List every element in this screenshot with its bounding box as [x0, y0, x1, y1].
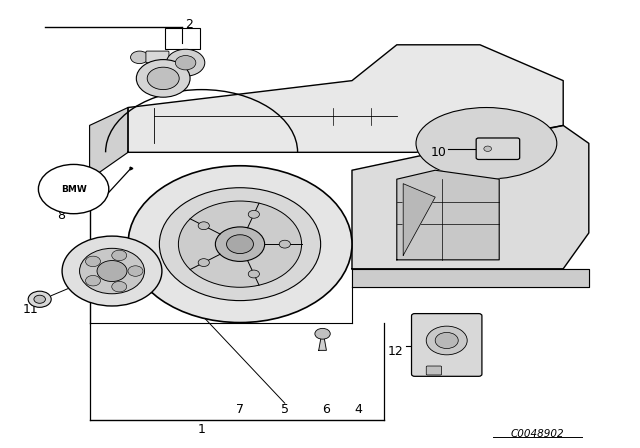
FancyBboxPatch shape	[476, 138, 520, 159]
Text: 11: 11	[23, 302, 38, 316]
Text: BMW: BMW	[61, 185, 86, 194]
Circle shape	[28, 291, 51, 307]
Circle shape	[227, 235, 253, 254]
Circle shape	[79, 248, 145, 294]
Circle shape	[215, 227, 265, 262]
Circle shape	[62, 236, 162, 306]
Circle shape	[315, 328, 330, 339]
Circle shape	[112, 250, 127, 261]
Circle shape	[159, 188, 321, 301]
Ellipse shape	[416, 108, 557, 179]
FancyBboxPatch shape	[146, 51, 169, 63]
Text: 1: 1	[198, 422, 205, 436]
Circle shape	[198, 258, 209, 267]
Text: 4: 4	[355, 403, 362, 417]
Circle shape	[279, 240, 291, 248]
Circle shape	[86, 276, 100, 286]
Text: 6: 6	[323, 403, 330, 417]
Circle shape	[179, 201, 301, 287]
Text: 2: 2	[185, 18, 193, 31]
Circle shape	[136, 60, 190, 97]
Text: 10: 10	[431, 146, 446, 159]
Circle shape	[147, 67, 179, 90]
Text: 3: 3	[134, 52, 141, 65]
Circle shape	[34, 295, 45, 303]
Circle shape	[484, 146, 492, 151]
Circle shape	[128, 266, 143, 276]
Polygon shape	[352, 269, 589, 287]
Circle shape	[97, 261, 127, 281]
Circle shape	[175, 56, 196, 70]
Circle shape	[248, 211, 259, 218]
Text: 9: 9	[313, 262, 321, 276]
Circle shape	[128, 166, 352, 323]
Circle shape	[131, 51, 148, 64]
Circle shape	[112, 281, 127, 292]
Polygon shape	[128, 45, 563, 152]
Circle shape	[435, 332, 458, 349]
FancyBboxPatch shape	[412, 314, 482, 376]
FancyBboxPatch shape	[426, 366, 442, 375]
Text: 7: 7	[236, 403, 244, 417]
Polygon shape	[403, 184, 435, 255]
Circle shape	[426, 326, 467, 355]
Text: 5: 5	[281, 403, 289, 417]
Text: C0048902: C0048902	[511, 429, 564, 439]
Circle shape	[166, 49, 205, 76]
Text: 12: 12	[388, 345, 403, 358]
Circle shape	[38, 164, 109, 214]
Circle shape	[198, 222, 209, 230]
Circle shape	[86, 256, 100, 267]
Text: 8: 8	[57, 208, 65, 222]
Polygon shape	[319, 336, 326, 350]
Polygon shape	[352, 125, 589, 269]
Circle shape	[248, 270, 259, 278]
Polygon shape	[90, 108, 128, 179]
Polygon shape	[397, 170, 499, 260]
